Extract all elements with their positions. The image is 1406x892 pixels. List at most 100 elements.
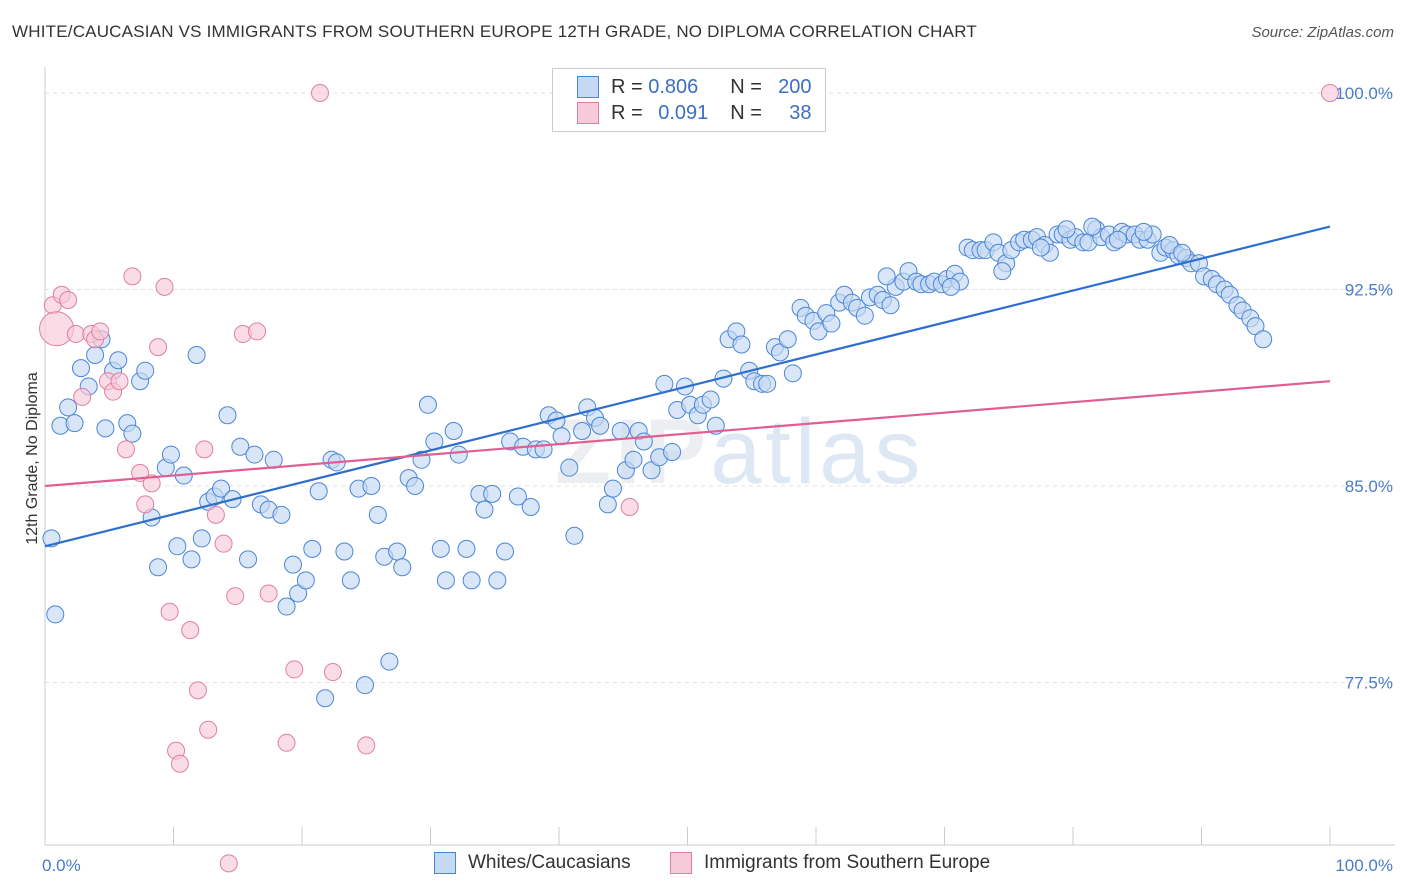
y-tick-label: 92.5%	[1345, 280, 1393, 299]
data-point-whites	[462, 571, 481, 590]
data-point-whites	[444, 421, 463, 440]
data-point-whites	[1134, 222, 1153, 241]
data-point-immigrants	[199, 720, 218, 739]
trend-line-whites	[44, 225, 1331, 548]
data-point-whites	[362, 477, 381, 496]
data-point-whites	[59, 398, 78, 417]
data-point-whites	[783, 364, 802, 383]
data-point-immigrants	[39, 311, 75, 347]
legend-label-immigrants: Immigrants from Southern Europe	[704, 852, 991, 873]
y-tick-label: 100.0%	[1335, 84, 1393, 103]
legend-n-label: N =	[730, 101, 768, 124]
data-point-immigrants	[323, 663, 342, 682]
data-point-whites	[212, 479, 231, 498]
data-point-whites	[109, 351, 128, 370]
data-point-whites	[277, 597, 296, 616]
data-point-whites	[1031, 238, 1050, 257]
grid-lines	[45, 92, 1395, 684]
data-point-immigrants	[259, 584, 278, 603]
data-point-whites	[496, 542, 515, 561]
data-point-whites	[161, 445, 180, 464]
data-point-whites	[611, 421, 630, 440]
data-point-whites	[284, 555, 303, 574]
data-point-whites	[521, 497, 540, 516]
data-point-immigrants	[73, 387, 92, 406]
data-point-whites	[296, 571, 315, 590]
data-point-whites	[341, 571, 360, 590]
data-point-whites	[732, 335, 751, 354]
data-point-immigrants	[195, 440, 214, 459]
data-point-immigrants	[310, 83, 329, 102]
data-point-whites	[65, 414, 84, 433]
data-point-immigrants	[91, 322, 110, 341]
legend-item-whites[interactable]: Whites/Caucasians	[434, 852, 631, 874]
data-point-whites	[168, 537, 187, 556]
data-point-whites	[182, 550, 201, 569]
data-point-whites	[406, 477, 425, 496]
data-point-whites	[822, 314, 841, 333]
data-point-whites	[192, 529, 211, 548]
data-point-whites	[449, 445, 468, 464]
data-point-immigrants	[110, 372, 129, 391]
data-point-whites	[483, 484, 502, 503]
data-point-whites	[993, 262, 1012, 281]
data-point-whites	[418, 395, 437, 414]
y-tick-label: 85.0%	[1345, 477, 1393, 496]
data-point-immigrants	[155, 277, 174, 296]
data-point-immigrants	[277, 733, 296, 752]
data-point-whites	[475, 500, 494, 519]
data-point-whites	[264, 450, 283, 469]
data-point-whites	[778, 330, 797, 349]
data-point-whites	[565, 526, 584, 545]
data-point-immigrants	[170, 754, 189, 773]
legend-r-value: 0.091	[658, 101, 709, 124]
data-point-whites	[881, 296, 900, 315]
legend-row-immigrants: R = 0.091 N = 38	[577, 101, 812, 125]
data-point-whites	[855, 306, 874, 325]
legend-swatch-whites	[577, 76, 599, 98]
axes	[44, 67, 1395, 846]
data-point-whites	[355, 676, 374, 695]
legend-row-whites: R = 0.806 N = 200	[577, 75, 812, 99]
y-axis-label: 12th Grade, No Diploma	[24, 372, 41, 545]
data-point-whites	[218, 406, 237, 425]
data-point-immigrants	[1321, 83, 1339, 102]
data-point-immigrants	[285, 660, 304, 679]
data-point-whites	[187, 345, 206, 364]
data-point-whites	[239, 550, 258, 569]
y-tick-label: 77.5%	[1345, 674, 1393, 693]
data-point-whites	[388, 542, 407, 561]
data-point-whites	[758, 374, 777, 393]
data-point-whites	[534, 440, 553, 459]
data-point-whites	[368, 505, 387, 524]
data-point-whites	[380, 652, 399, 671]
series-immigrants-points	[39, 83, 1339, 873]
legend-n-label: N =	[730, 75, 768, 98]
data-point-whites	[663, 442, 682, 461]
data-point-immigrants	[620, 497, 639, 516]
source-label: Source: ZipAtlas.com	[1251, 24, 1394, 41]
legend-item-immigrants[interactable]: Immigrants from Southern Europe	[670, 852, 990, 874]
data-point-whites	[603, 479, 622, 498]
data-point-whites	[245, 445, 264, 464]
data-point-immigrants	[116, 440, 135, 459]
data-point-whites	[96, 419, 115, 438]
trend-lines	[44, 225, 1331, 548]
data-point-immigrants	[160, 602, 179, 621]
data-point-whites	[560, 458, 579, 477]
data-point-whites	[573, 421, 592, 440]
data-point-whites	[1108, 230, 1127, 249]
data-point-immigrants	[248, 322, 267, 341]
data-point-whites	[431, 539, 450, 558]
data-point-immigrants	[214, 534, 233, 553]
legend-r-label: R =	[611, 75, 649, 98]
data-point-immigrants	[188, 681, 207, 700]
legend-r-value: 0.806	[648, 75, 699, 98]
data-point-whites	[136, 361, 155, 380]
data-point-whites	[123, 424, 142, 443]
legend-n-value: 38	[789, 101, 812, 124]
legend-swatch-whites	[434, 852, 456, 874]
series-legend: Whites/Caucasians Immigrants from Southe…	[0, 850, 1406, 878]
data-point-whites	[309, 482, 328, 501]
